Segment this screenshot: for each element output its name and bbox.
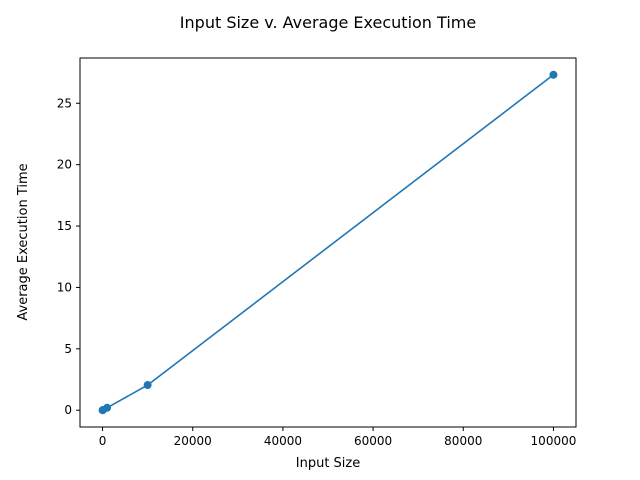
x-tick-label: 100000 (531, 434, 577, 448)
data-point (103, 403, 112, 412)
y-tick-label: 10 (57, 280, 72, 294)
chart-title: Input Size v. Average Execution Time (180, 13, 476, 32)
y-tick-label: 15 (57, 219, 72, 233)
data-point (549, 70, 558, 79)
x-tick-label: 60000 (354, 434, 392, 448)
axes-frame (79, 57, 577, 428)
y-tick-label: 20 (57, 158, 72, 172)
y-tick-label: 5 (64, 342, 72, 356)
x-axis: 0 20000 40000 60000 80000 100000 (99, 427, 577, 448)
series-line (102, 74, 554, 411)
x-axis-label: Input Size (296, 456, 360, 471)
y-axis: 0 5 10 15 20 25 (57, 96, 80, 417)
y-tick-label: 0 (64, 403, 72, 417)
data-point (143, 381, 152, 390)
x-tick-label: 80000 (444, 434, 482, 448)
plot-area (98, 70, 558, 415)
x-tick-label: 0 (99, 434, 107, 448)
x-tick-label: 20000 (174, 434, 212, 448)
y-axis-label: Average Execution Time (16, 163, 31, 320)
x-tick-label: 40000 (264, 434, 302, 448)
y-tick-label: 25 (57, 96, 72, 110)
